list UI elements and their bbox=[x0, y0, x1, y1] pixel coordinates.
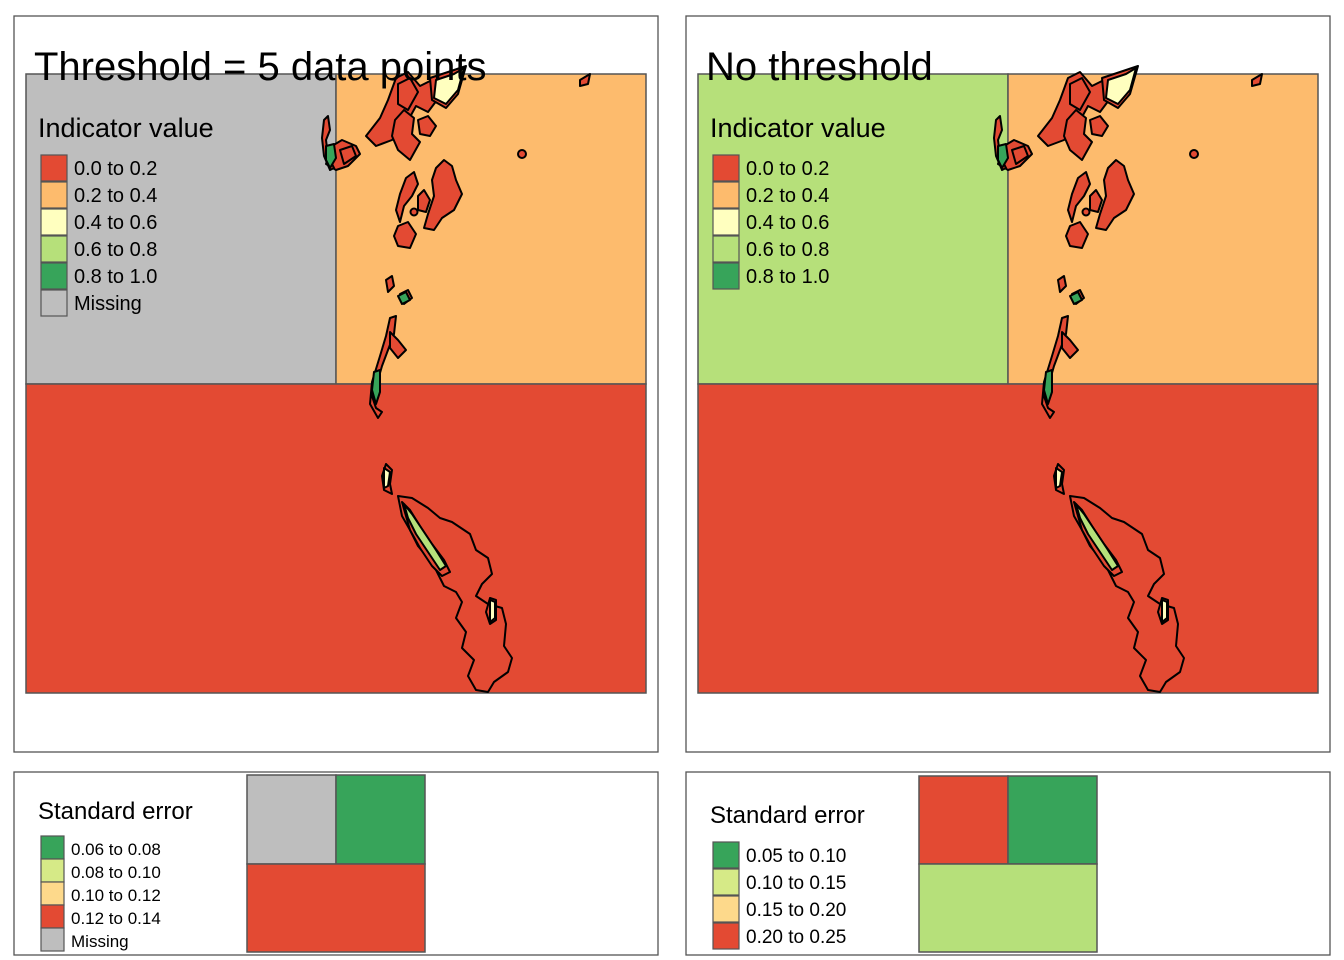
left-legend: 0.0 to 0.2 0.2 to 0.4 0.4 to 0.6 0.6 to … bbox=[40, 154, 157, 317]
legend-swatch bbox=[712, 841, 740, 869]
legend-label: Missing bbox=[74, 293, 142, 315]
legend-swatch bbox=[712, 235, 740, 263]
legend-label: 0.8 to 1.0 bbox=[74, 266, 157, 288]
legend-label: 0.10 to 0.15 bbox=[746, 873, 846, 894]
legend-swatch bbox=[40, 881, 65, 906]
legend-label: 0.06 to 0.08 bbox=[71, 840, 161, 859]
legend-swatch bbox=[712, 868, 740, 896]
legend-swatch bbox=[40, 262, 68, 290]
legend-label: 0.0 to 0.2 bbox=[746, 158, 829, 180]
right-legend: 0.0 to 0.2 0.2 to 0.4 0.4 to 0.6 0.6 to … bbox=[712, 154, 829, 290]
legend-label: 0.6 to 0.8 bbox=[74, 239, 157, 261]
left-legend-title: Indicator value bbox=[38, 113, 214, 143]
legend-swatch bbox=[40, 208, 68, 236]
legend-label: 0.05 to 0.10 bbox=[746, 846, 846, 867]
legend-swatch bbox=[40, 154, 68, 182]
legend-label: 0.20 to 0.25 bbox=[746, 927, 846, 948]
legend-swatch bbox=[40, 858, 65, 883]
legend-swatch bbox=[712, 181, 740, 209]
legend-swatch bbox=[712, 895, 740, 923]
legend-label: 0.4 to 0.6 bbox=[746, 212, 829, 234]
right-se-title: Standard error bbox=[710, 802, 865, 829]
legend-label: 0.4 to 0.6 bbox=[74, 212, 157, 234]
right-se-cell-south bbox=[918, 863, 1098, 953]
legend-swatch bbox=[712, 208, 740, 236]
right-cell-northwest bbox=[697, 73, 1009, 385]
legend-label: 0.2 to 0.4 bbox=[746, 185, 829, 207]
legend-label: 0.2 to 0.4 bbox=[74, 185, 157, 207]
left-cell-northwest bbox=[25, 73, 337, 385]
legend-label: 0.10 to 0.12 bbox=[71, 886, 161, 905]
left-map-panel: Threshold = 5 data points Indicator valu… bbox=[13, 15, 659, 753]
legend-swatch bbox=[712, 154, 740, 182]
right-cell-south bbox=[697, 383, 1319, 694]
left-se-cell-northwest bbox=[246, 774, 337, 865]
left-map-title: Threshold = 5 data points bbox=[34, 45, 487, 89]
legend-label: 0.6 to 0.8 bbox=[746, 239, 829, 261]
left-se-title: Standard error bbox=[38, 798, 193, 825]
legend-swatch bbox=[40, 927, 65, 952]
left-cell-south bbox=[25, 383, 647, 694]
right-map-title: No threshold bbox=[706, 45, 933, 89]
legend-label: 0.0 to 0.2 bbox=[74, 158, 157, 180]
legend-swatch bbox=[40, 835, 65, 860]
legend-swatch bbox=[712, 262, 740, 290]
left-se-panel: Standard error 0.06 to 0.08 0.08 to 0.10… bbox=[13, 771, 659, 956]
left-se-cell-northeast bbox=[335, 774, 426, 865]
legend-label: 0.8 to 1.0 bbox=[746, 266, 829, 288]
right-coastline bbox=[993, 65, 1263, 693]
legend-swatch bbox=[40, 289, 68, 317]
right-legend-title: Indicator value bbox=[710, 113, 886, 143]
legend-swatch bbox=[40, 904, 65, 929]
right-se-cell-northeast bbox=[1007, 775, 1098, 865]
left-se-cell-south bbox=[246, 863, 426, 953]
legend-swatch bbox=[40, 235, 68, 263]
legend-label: Missing bbox=[71, 932, 129, 951]
right-se-cell-northwest bbox=[918, 775, 1009, 865]
right-se-panel: Standard error 0.05 to 0.10 0.10 to 0.15… bbox=[685, 771, 1331, 956]
left-coastline bbox=[321, 65, 591, 693]
legend-swatch bbox=[40, 181, 68, 209]
legend-label: 0.15 to 0.20 bbox=[746, 900, 846, 921]
legend-label: 0.12 to 0.14 bbox=[71, 909, 161, 928]
legend-swatch bbox=[712, 922, 740, 950]
right-map-panel: No threshold Indicator value 0.0 to 0.2 … bbox=[685, 15, 1331, 753]
legend-label: 0.08 to 0.10 bbox=[71, 863, 161, 882]
